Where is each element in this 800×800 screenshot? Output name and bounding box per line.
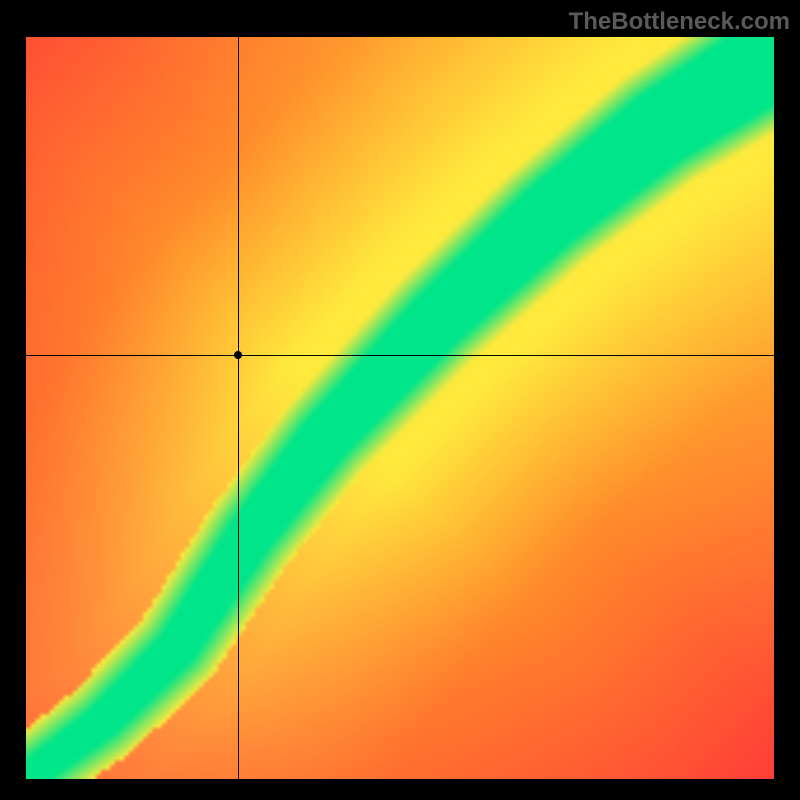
crosshair-horizontal bbox=[26, 355, 774, 356]
watermark: TheBottleneck.com bbox=[569, 8, 790, 36]
crosshair-marker bbox=[234, 351, 242, 359]
watermark-text: TheBottleneck.com bbox=[569, 8, 790, 35]
chart-container: TheBottleneck.com bbox=[0, 0, 800, 800]
heatmap-canvas bbox=[26, 37, 774, 779]
plot-area bbox=[26, 37, 774, 779]
crosshair-vertical bbox=[238, 37, 239, 779]
